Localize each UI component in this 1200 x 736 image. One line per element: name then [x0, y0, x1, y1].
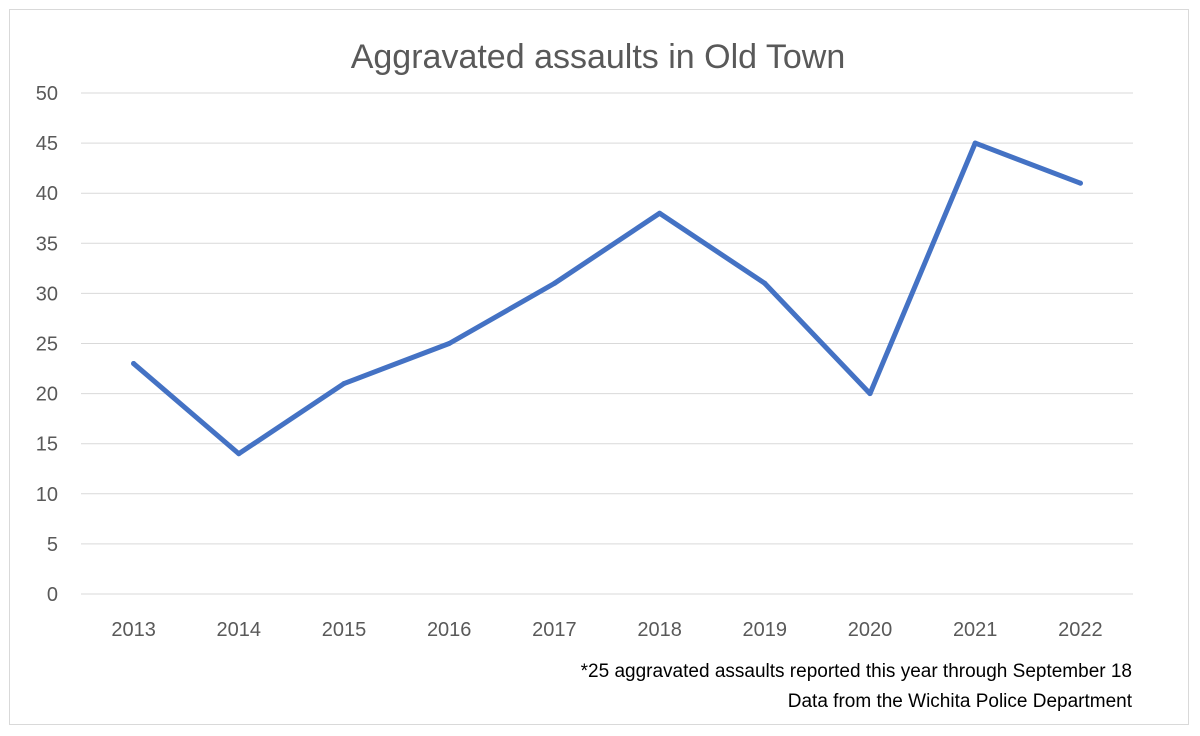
y-tick-label: 10 [36, 484, 58, 506]
data-point [762, 280, 768, 286]
data-point [446, 341, 452, 346]
data-point [341, 381, 347, 387]
y-tick-label: 20 [36, 384, 58, 406]
series-layer [131, 140, 1083, 457]
x-tick-label: 2016 [427, 619, 472, 641]
gridlines [81, 92, 1133, 595]
data-point [551, 280, 557, 286]
data-point [131, 361, 137, 367]
x-tick-label: 2021 [953, 619, 998, 641]
y-tick-label: 35 [36, 233, 58, 255]
y-tick-label: 5 [47, 534, 58, 556]
x-tick-label: 2022 [1058, 619, 1103, 641]
x-tick-label: 2014 [217, 619, 262, 641]
y-tick-label: 15 [36, 434, 58, 456]
data-point [867, 391, 873, 397]
y-tick-label: 0 [47, 584, 58, 606]
chart-frame [9, 9, 1189, 725]
data-point [972, 140, 978, 146]
x-tick-label: 2020 [848, 619, 893, 641]
x-tick-label: 2015 [322, 619, 367, 641]
chart-title: Aggravated assaults in Old Town [351, 38, 846, 76]
data-point [1077, 180, 1083, 186]
source-note: Data from the Wichita Police Department [788, 691, 1133, 712]
y-tick-label: 50 [36, 83, 58, 105]
x-tick-label: 2013 [111, 619, 156, 641]
x-tick-label: 2018 [637, 619, 682, 641]
footnote: *25 aggravated assaults reported this ye… [581, 661, 1132, 682]
series-line [131, 140, 1083, 457]
y-tick-label: 45 [36, 133, 58, 155]
x-tick-label: 2019 [743, 619, 788, 641]
y-tick-label: 40 [36, 183, 58, 205]
y-tick-label: 30 [36, 283, 58, 305]
y-tick-label: 25 [36, 334, 58, 356]
data-point [657, 210, 663, 216]
x-axis-ticks: 2013 2014 2015 2016 2017 2018 2019 2020 2021 2022 [111, 619, 1102, 641]
y-axis-ticks: 0 5 10 15 20 25 30 35 40 45 50 [36, 83, 58, 606]
data-point [236, 451, 242, 457]
x-tick-label: 2017 [532, 619, 577, 641]
